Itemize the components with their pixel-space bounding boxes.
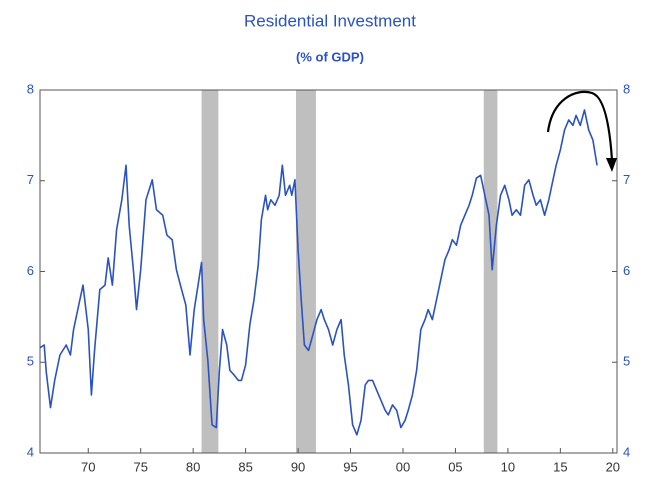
- plot-area: 4 5 6 7 8 4 5 6 7 8 70 75 80 85 90 95 00 05 10 15 20: [27, 81, 630, 474]
- y-tick-label: 5: [27, 354, 34, 369]
- x-tick-label: 10: [501, 459, 515, 474]
- x-tick-label: 75: [133, 459, 147, 474]
- x-tick-label: 95: [343, 459, 357, 474]
- y2-tick-label: 8: [623, 81, 630, 96]
- y2-tick-label: 6: [623, 263, 630, 278]
- chart-subtitle: (% of GDP): [296, 49, 364, 64]
- arrow-head: [606, 158, 617, 172]
- x-tick-label: 70: [81, 459, 95, 474]
- x-tick-label: 90: [291, 459, 305, 474]
- y-tick-label: 6: [27, 263, 34, 278]
- x-tick-label: 00: [396, 459, 410, 474]
- y2-tick-label: 5: [623, 354, 630, 369]
- y2-tick-label: 7: [623, 172, 630, 187]
- y2-tick-label: 4: [623, 444, 630, 459]
- x-tick-label: 80: [186, 459, 200, 474]
- recession-band: [201, 90, 219, 453]
- recession-band: [295, 90, 316, 453]
- chart-title: Residential Investment: [244, 11, 416, 30]
- x-tick-label: 85: [238, 459, 252, 474]
- annotation-arrow: [546, 90, 614, 161]
- x-tick-label: 15: [553, 459, 567, 474]
- x-tick-label: 05: [448, 459, 462, 474]
- x-tick-label: 20: [606, 459, 620, 474]
- y-tick-label: 8: [27, 81, 34, 96]
- y-tick-label: 7: [27, 172, 34, 187]
- y-tick-label: 4: [27, 444, 34, 459]
- recession-band: [483, 90, 498, 453]
- data-line: [39, 109, 598, 436]
